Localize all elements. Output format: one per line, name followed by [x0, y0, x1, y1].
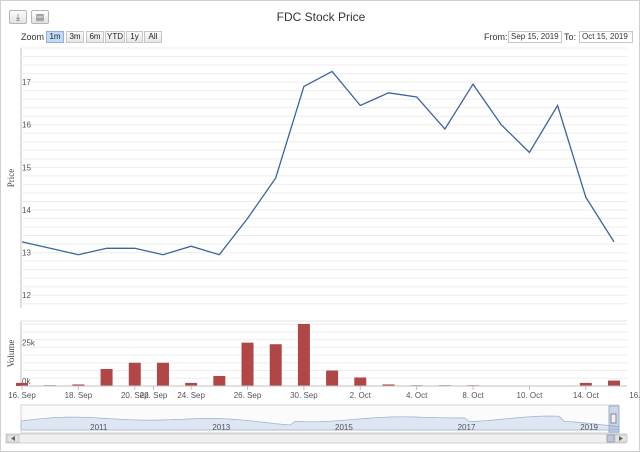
- volume-bar: [100, 368, 113, 386]
- volume-tick-label: 25k: [22, 338, 36, 347]
- volume-tick-label: 0k: [22, 377, 31, 386]
- navigator-handle[interactable]: [610, 413, 617, 424]
- volume-bar: [72, 384, 85, 386]
- range-button-all[interactable]: All: [144, 31, 162, 43]
- volume-bar: [128, 362, 141, 386]
- navigator-series-area: [20, 415, 620, 431]
- price-tick-label: 12: [22, 291, 31, 300]
- x-tick-label: 18. Sep: [65, 391, 93, 400]
- navigator-year-label: 2011: [90, 423, 108, 432]
- volume-bar: [354, 377, 367, 386]
- navigator-year-label: 2017: [458, 423, 476, 432]
- volume-bar: [297, 324, 310, 386]
- price-axis-title: Price: [6, 169, 16, 188]
- download-icon[interactable]: ⤓: [9, 10, 27, 24]
- x-tick-label: 24. Sep: [177, 391, 205, 400]
- scrollbar-right-arrow-icon: [619, 436, 623, 441]
- volume-bar: [269, 344, 282, 386]
- price-tick-label: 14: [22, 206, 31, 215]
- x-tick-label: 20. Sep: [121, 391, 149, 400]
- volume-bar: [213, 375, 226, 386]
- chart-title: FDC Stock Price: [276, 10, 366, 24]
- to-label: To:: [564, 32, 577, 42]
- range-button-1y[interactable]: 1y: [126, 31, 143, 43]
- navigator-year-label: 2013: [212, 423, 230, 432]
- scrollbar-thumb[interactable]: [606, 434, 615, 443]
- x-tick-label: 8. Oct: [462, 391, 484, 400]
- range-button-ytd[interactable]: YTD: [105, 31, 125, 43]
- volume-bar: [382, 384, 395, 386]
- volume-axis-title: Volume: [6, 340, 16, 368]
- x-tick-label: 26. Sep: [234, 391, 262, 400]
- price-tick-label: 16: [22, 121, 31, 130]
- range-button-1m[interactable]: 1m: [46, 31, 64, 43]
- to-date-input[interactable]: Oct 15, 2019: [579, 31, 633, 43]
- from-date-input[interactable]: Sep 15, 2019: [508, 31, 562, 43]
- x-tick-label: 10. Oct: [517, 391, 544, 400]
- price-tick-label: 13: [22, 249, 31, 258]
- navigator-year-label: 2015: [335, 423, 353, 432]
- price-series-line: [21, 70, 615, 256]
- volume-bar: [185, 382, 198, 386]
- range-button-3m[interactable]: 3m: [66, 31, 84, 43]
- range-button-6m[interactable]: 6m: [86, 31, 104, 43]
- navigator-year-label: 2019: [580, 423, 598, 432]
- volume-bar: [579, 382, 592, 386]
- volume-bar: [241, 342, 254, 386]
- volume-bar: [326, 370, 339, 386]
- print-icon[interactable]: ▤: [31, 10, 49, 24]
- volume-bar: [608, 380, 620, 386]
- x-tick-label: 30. Sep: [290, 391, 318, 400]
- volume-bar: [16, 382, 28, 386]
- zoom-label: Zoom: [21, 32, 45, 42]
- scrollbar-track[interactable]: [5, 433, 627, 444]
- x-tick-label: 16. Sep: [8, 391, 36, 400]
- from-label: From:: [484, 32, 508, 42]
- price-tick-label: 15: [22, 163, 31, 172]
- x-tick-label: 4. Oct: [406, 391, 428, 400]
- scrollbar-left-arrow-icon: [11, 436, 15, 441]
- x-tick-label: 2. Oct: [350, 391, 372, 400]
- x-tick-label: 14. Oct: [573, 391, 600, 400]
- price-tick-label: 17: [22, 78, 31, 87]
- x-tick-label: 22. Sep: [140, 391, 168, 400]
- volume-bar: [156, 362, 169, 386]
- x-tick-label: 16. Oct: [629, 391, 640, 400]
